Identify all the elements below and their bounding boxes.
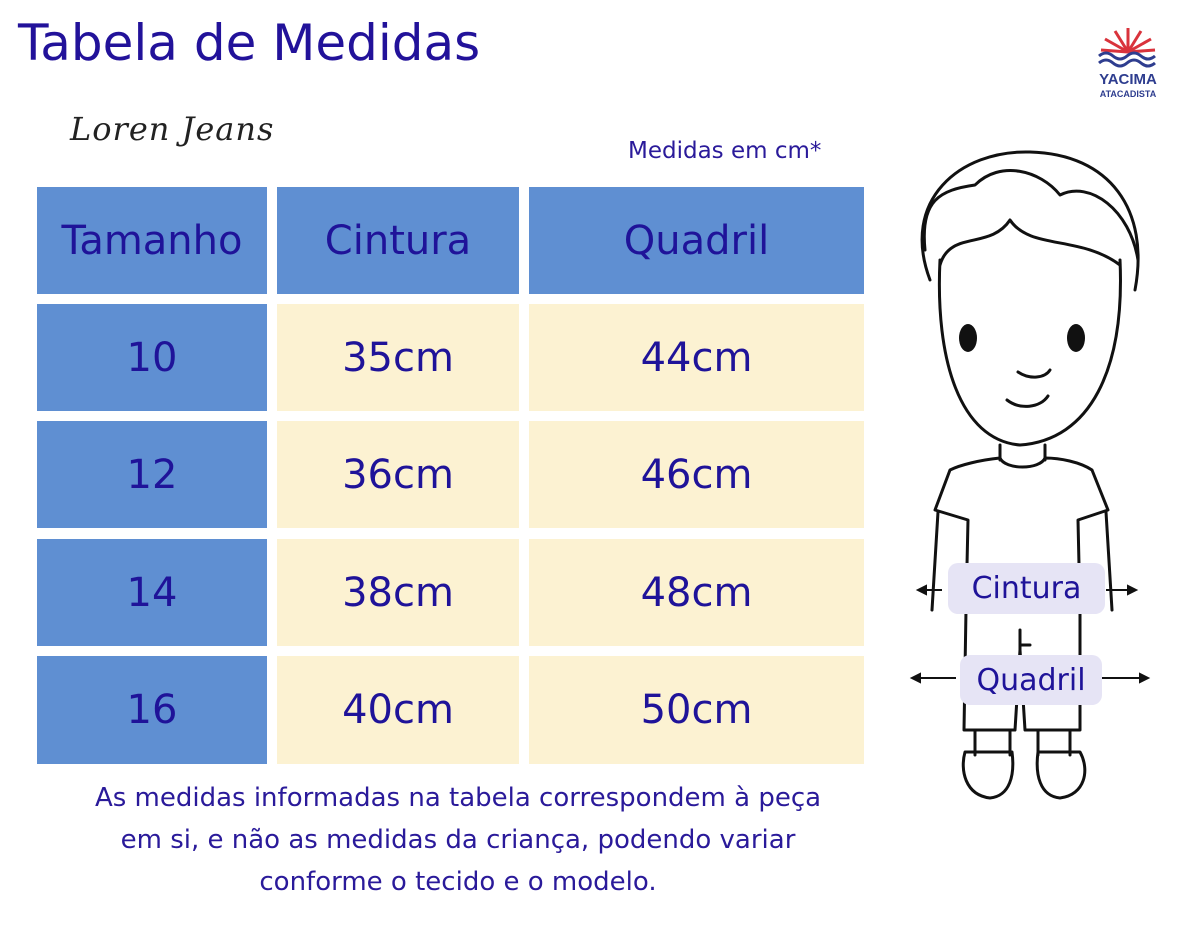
logo-sub: ATACADISTA	[1100, 89, 1157, 99]
table-cell: 48cm	[529, 539, 864, 646]
table-cell: 16	[37, 656, 267, 764]
title: Tabela de Medidas	[18, 14, 481, 72]
table-cell: 36cm	[277, 421, 519, 528]
table-cell: 40cm	[277, 656, 519, 764]
header-cell: Tamanho	[37, 187, 267, 294]
unit-note: Medidas em cm*	[628, 138, 822, 164]
brand: Loren Jeans	[70, 110, 275, 148]
table-cell: 46cm	[529, 421, 864, 528]
logo: YACIMA ATACADISTA	[1098, 28, 1157, 99]
waist-label: Cintura	[948, 563, 1105, 614]
table-cell: 50cm	[529, 656, 864, 764]
child-illustration	[909, 150, 1151, 800]
table-cell: 44cm	[529, 304, 864, 411]
table-cell: 14	[37, 539, 267, 646]
table-cell: 38cm	[277, 539, 519, 646]
table-cell: 35cm	[277, 304, 519, 411]
header-cell: Quadril	[529, 187, 864, 294]
footnote-line: As medidas informadas na tabela correspo…	[94, 783, 822, 813]
logo-name: YACIMA	[1099, 71, 1157, 88]
table-cell: 12	[37, 421, 267, 528]
footnote-line: em si, e não as medidas da criança, pode…	[120, 825, 796, 855]
header-cell: Cintura	[277, 187, 519, 294]
hip-label: Quadril	[960, 655, 1102, 705]
table-cell: 10	[37, 304, 267, 411]
footnote-line: conforme o tecido e o modelo.	[259, 867, 657, 897]
